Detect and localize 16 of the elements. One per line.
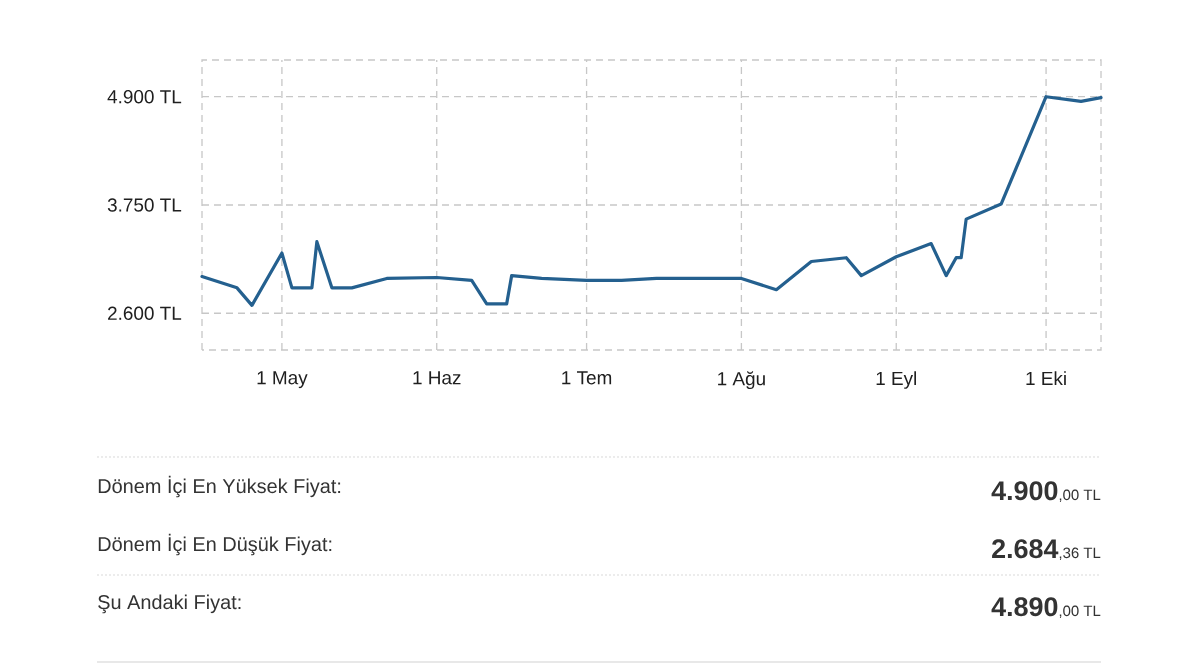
y-tick-label: 2.600 TL	[108, 306, 182, 320]
text: Şu Andaki Fiyat:	[98, 594, 241, 614]
y-tick-label: 4.900 TL	[107, 90, 182, 104]
text: 4.900,00 TL	[991, 481, 1101, 502]
text: 2.684,36 TL	[992, 539, 1101, 560]
text: 4.890,00 TL	[991, 597, 1101, 618]
x-tick-label: 1 Ağu	[718, 371, 765, 390]
y-tick-label: 3.750 TL	[107, 198, 182, 212]
x-tick-label: 1 Eki	[1026, 371, 1066, 385]
line-series	[200, 95, 1103, 307]
text: Dönem İçi En Düşük Fiyat:	[98, 533, 332, 556]
x-tick-label: 1 Eyl	[876, 371, 916, 389]
x-tick-label: 1 May	[257, 371, 308, 389]
text: Dönem İçi En Yüksek Fiyat:	[98, 475, 341, 498]
x-tick-label: 1 Haz	[413, 371, 461, 385]
x-tick-label: 1 Tem	[562, 371, 612, 385]
